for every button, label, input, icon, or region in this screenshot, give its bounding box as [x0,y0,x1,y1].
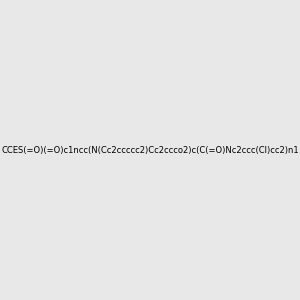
Text: CCES(=O)(=O)c1ncc(N(Cc2ccccc2)Cc2ccco2)c(C(=O)Nc2ccc(Cl)cc2)n1: CCES(=O)(=O)c1ncc(N(Cc2ccccc2)Cc2ccco2)c… [1,146,299,154]
